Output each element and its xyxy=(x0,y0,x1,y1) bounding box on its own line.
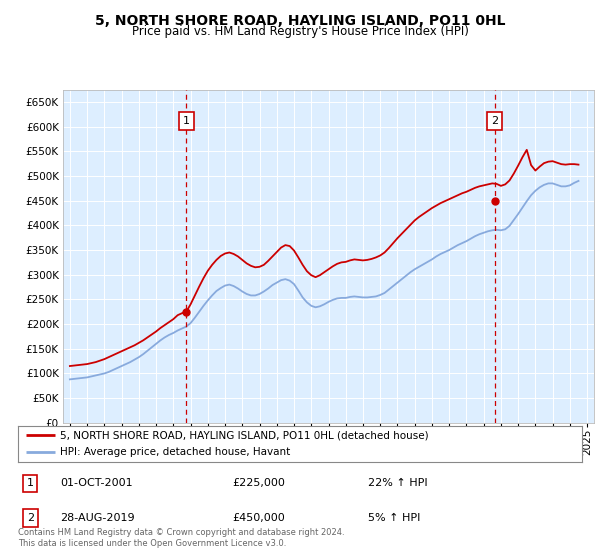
Text: HPI: Average price, detached house, Havant: HPI: Average price, detached house, Hava… xyxy=(60,447,290,457)
Text: 22% ↑ HPI: 22% ↑ HPI xyxy=(368,478,427,488)
Text: Price paid vs. HM Land Registry's House Price Index (HPI): Price paid vs. HM Land Registry's House … xyxy=(131,25,469,38)
Text: 2: 2 xyxy=(27,513,34,523)
Text: 2: 2 xyxy=(491,116,499,126)
Text: 5, NORTH SHORE ROAD, HAYLING ISLAND, PO11 0HL: 5, NORTH SHORE ROAD, HAYLING ISLAND, PO1… xyxy=(95,14,505,28)
Text: 1: 1 xyxy=(27,478,34,488)
Text: Contains HM Land Registry data © Crown copyright and database right 2024.
This d: Contains HM Land Registry data © Crown c… xyxy=(18,528,344,548)
Text: 28-AUG-2019: 28-AUG-2019 xyxy=(60,513,135,523)
Text: 5% ↑ HPI: 5% ↑ HPI xyxy=(368,513,420,523)
Text: £450,000: £450,000 xyxy=(232,513,285,523)
Text: £225,000: £225,000 xyxy=(232,478,285,488)
Text: 01-OCT-2001: 01-OCT-2001 xyxy=(60,478,133,488)
Text: 5, NORTH SHORE ROAD, HAYLING ISLAND, PO11 0HL (detached house): 5, NORTH SHORE ROAD, HAYLING ISLAND, PO1… xyxy=(60,431,429,440)
Text: 1: 1 xyxy=(183,116,190,126)
